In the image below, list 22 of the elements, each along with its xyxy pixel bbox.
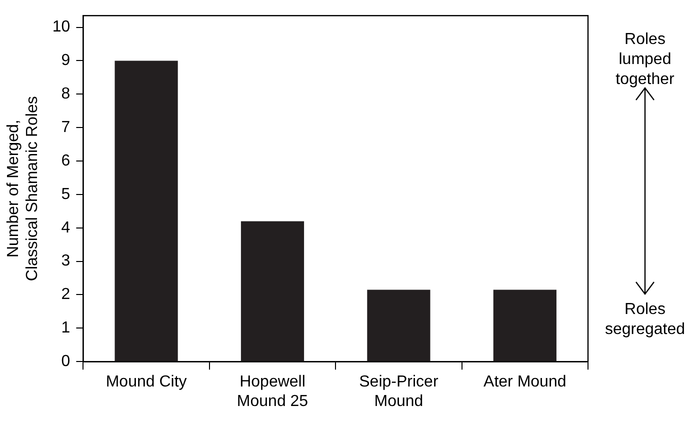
- y-axis-title: Number of Merged, Classical Shamanic Roles: [5, 96, 42, 282]
- y-tick-label: 1: [61, 320, 70, 337]
- x-tick-label: Ater Mound: [484, 374, 566, 391]
- y-tick-label: 7: [61, 118, 70, 136]
- x-tick-label: Hopewell Mound 25: [236, 374, 308, 410]
- text: Roles segregated: [604, 300, 686, 340]
- bar: [367, 290, 430, 362]
- y-tick-label: 4: [61, 219, 70, 236]
- text: Roles lumped together: [614, 30, 676, 90]
- bar: [240, 221, 304, 362]
- y-tick-label: 5: [61, 186, 70, 203]
- x-tick-label: Mound City: [106, 374, 187, 391]
- y-tick-label: 3: [61, 252, 70, 270]
- x-tick-label: Seip-Pricer Mound: [359, 374, 439, 410]
- bar: [493, 290, 556, 362]
- y-tick-label: 8: [61, 86, 70, 103]
- y-tick-label: 6: [61, 152, 70, 170]
- y-tick-label: 10: [52, 18, 70, 36]
- y-tick-label: 2: [61, 286, 70, 304]
- y-tick-label: 9: [61, 52, 70, 70]
- y-tick-label: 0: [61, 353, 70, 370]
- bar: [114, 60, 178, 362]
